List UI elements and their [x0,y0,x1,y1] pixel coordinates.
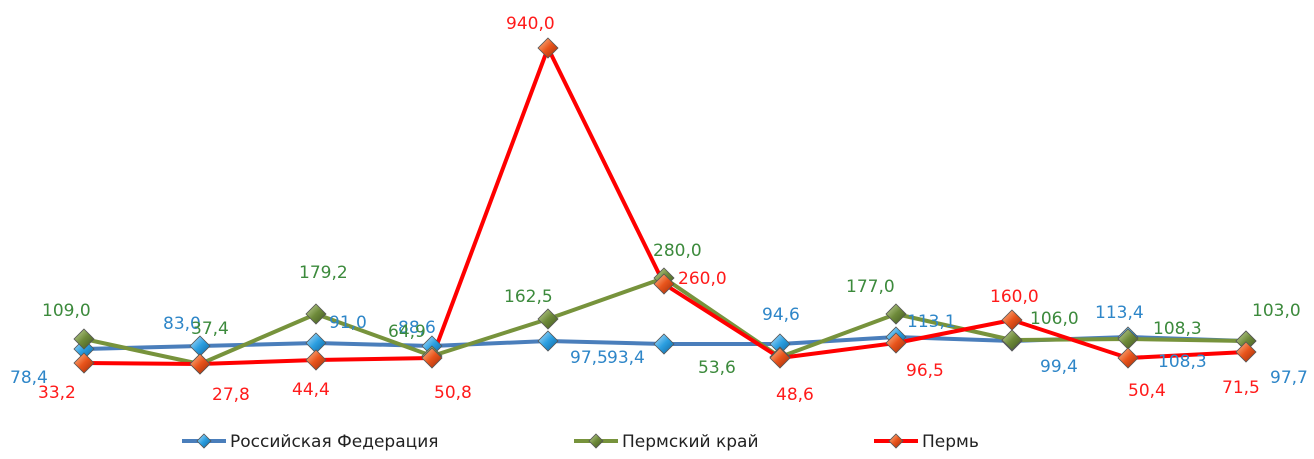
data-label-rf-7: 94,6 [762,305,800,325]
data-label-perm-krai-10: 108,3 [1153,319,1202,339]
point-rf-2 [189,335,211,357]
data-label-perm-8: 96,5 [906,361,944,381]
legend-marker-perm-krai [588,433,604,449]
legend-marker-perm [888,433,904,449]
point-perm-11 [1235,341,1257,363]
data-label-perm-10: 50,4 [1128,381,1166,401]
point-perm-10 [1117,347,1139,369]
point-perm-5 [537,37,559,59]
data-label-perm-6: 260,0 [678,269,727,289]
data-label-rf-5: 97,5 [570,348,608,368]
point-perm-1 [73,352,95,374]
point-perm-krai-8 [885,303,907,325]
data-label-perm-11: 71,5 [1222,378,1260,398]
point-rf-5 [537,330,559,352]
data-label-rf-1: 78,4 [10,368,48,388]
point-perm-krai-3 [305,303,327,325]
legend-label-rf: Российская Федерация [230,432,438,452]
data-label-rf-8: 113,1 [907,312,956,332]
data-label-perm-2: 27,8 [212,385,250,405]
legend-marker-rf [196,433,212,449]
data-label-perm-krai-1: 109,0 [42,301,91,321]
point-perm-7 [769,347,791,369]
data-label-perm-5: 940,0 [506,14,555,34]
data-label-rf-10: 113,4 [1095,303,1144,323]
legend: Российская Федерация Пермский край Пермь [182,432,979,452]
legend-item-perm: Пермь [874,432,979,452]
data-label-rf-9: 99,4 [1040,357,1078,377]
data-label-perm-krai-4: 64,9 [388,322,426,342]
data-label-perm-krai-9: 106,0 [1030,309,1079,329]
data-label-rf-12: 97,7 [1270,368,1308,388]
data-label-perm-krai-2: 37,4 [191,319,229,339]
data-label-rf-11: 108,3 [1158,352,1207,372]
point-perm-4 [421,347,443,369]
legend-label-perm-krai: Пермский край [622,432,759,452]
point-perm-krai-5 [537,308,559,330]
point-perm-8 [885,332,907,354]
data-label-perm-krai-3: 179,2 [299,263,348,283]
data-label-perm-krai-11: 103,0 [1252,301,1301,321]
point-rf-6 [653,333,675,355]
point-perm-3 [305,349,327,371]
data-label-perm-krai-6: 280,0 [653,241,702,261]
point-perm-9 [1001,309,1023,331]
data-label-rf-2: 83,0 [163,314,201,334]
point-perm-krai-10 [1117,328,1139,350]
legend-item-perm-krai: Пермский край [574,432,759,452]
data-label-perm-4: 50,8 [434,383,472,403]
data-label-perm-krai-8: 177,0 [846,277,895,297]
point-perm-krai-1 [73,328,95,350]
point-perm-krai-9 [1001,329,1023,351]
data-label-perm-krai-7: 53,6 [698,358,736,378]
data-label-rf-4: 88,6 [398,318,436,338]
data-label-rf-6: 93,4 [607,348,645,368]
data-label-rf-3: 91,0 [329,313,367,333]
data-label-perm-9: 160,0 [990,287,1039,307]
point-perm-6 [653,273,675,295]
point-perm-2 [189,353,211,375]
data-label-perm-krai-5: 162,5 [504,287,553,307]
data-label-perm-3: 44,4 [292,380,330,400]
legend-item-rf: Российская Федерация [182,432,438,452]
legend-label-perm: Пермь [922,432,979,452]
data-label-perm-1: 33,2 [38,383,76,403]
data-label-perm-7: 48,6 [776,385,814,405]
